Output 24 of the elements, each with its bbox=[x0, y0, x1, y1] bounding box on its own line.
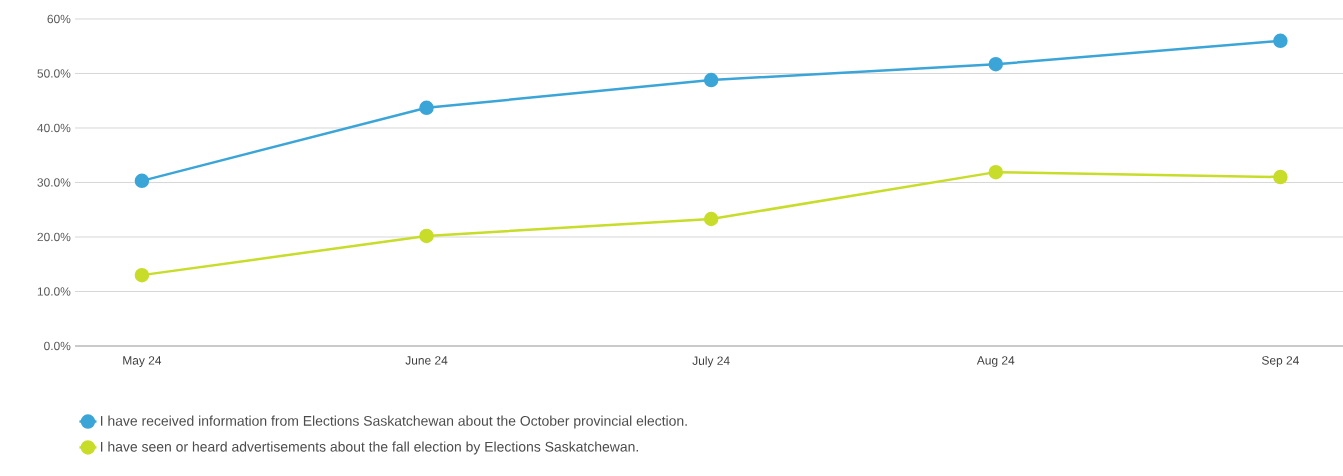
y-tick-label: 50.0% bbox=[37, 69, 71, 78]
x-tick-label: July 24 bbox=[692, 356, 730, 368]
y-tick-label: 20.0% bbox=[37, 232, 71, 242]
x-tick-label: May 24 bbox=[123, 356, 162, 367]
y-tick-label: 10.0% bbox=[37, 287, 71, 296]
point bbox=[1273, 33, 1288, 49]
point bbox=[1273, 169, 1288, 185]
x-tick-label: June 24 bbox=[405, 356, 448, 365]
point bbox=[419, 228, 434, 244]
legend-label: I have received information from Elections Saskatchewan about the October provincial election. bbox=[100, 415, 687, 429]
point bbox=[988, 56, 1004, 72]
point bbox=[134, 267, 150, 283]
y-tick-label: 30.0% bbox=[37, 178, 71, 187]
y-tick-label: 40.0% bbox=[37, 123, 71, 133]
legend-label: I have seen or heard advertisements about the fall election by Elections Saskatchewan. bbox=[100, 441, 638, 455]
point bbox=[988, 164, 1004, 180]
point bbox=[419, 100, 434, 116]
point bbox=[134, 173, 150, 189]
y-tick-label: 0.0% bbox=[44, 341, 71, 351]
point bbox=[703, 211, 719, 227]
x-tick-label: Sep 24 bbox=[1262, 356, 1299, 367]
point bbox=[703, 72, 719, 88]
x-tick-label: Aug 24 bbox=[976, 356, 1015, 367]
y-tick-label: 60% bbox=[47, 14, 71, 24]
